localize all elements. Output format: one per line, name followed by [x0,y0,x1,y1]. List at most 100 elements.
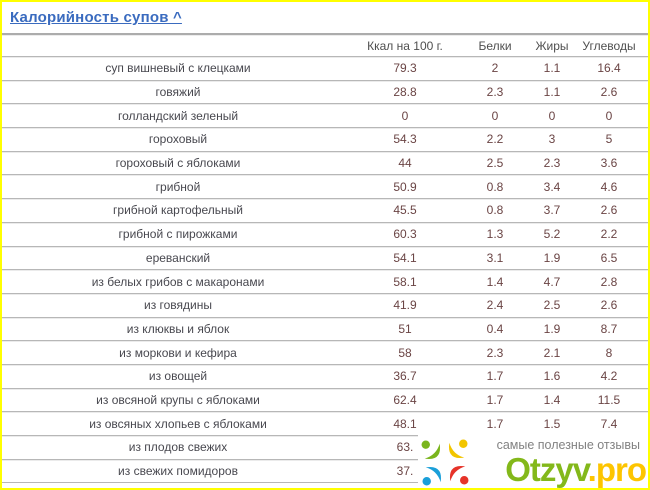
logo-figure-green [421,440,441,459]
row-kcal-cell: 37. [396,464,414,479]
row-protein-cell: 1.7 [486,369,504,384]
row-kcal-cell: 51 [398,321,412,336]
row-kcal-cell: 54.3 [393,132,417,147]
table-row: из клюквы и яблок 51 0.4 1.9 8.7 [2,316,648,341]
table-row: из белых грибов с макаронами 58.1 1.4 4.… [2,269,648,293]
row-protein-cell: 0 [491,108,499,123]
row-protein-cell: 1.7 [486,392,504,407]
row-kcal-cell: 58 [398,345,412,360]
row-name-cell: из моркови и кефира [119,345,237,360]
row-carbs-cell: 16.4 [597,61,621,76]
table-body: суп вишневый с клецками 79.3 2 1.1 16.4 … [2,56,648,484]
row-carbs-cell: 4.2 [600,369,618,384]
row-name-cell: гороховый [148,132,208,147]
row-name-cell: ереванский [145,250,211,265]
row-protein-cell: 0.4 [486,321,504,336]
row-protein-cell: 2.5 [486,156,504,171]
table-row: гороховый с яблоками 44 2.5 2.3 3.6 [2,150,648,175]
table-row: говяжий 28.8 2.3 1.1 2.6 [2,79,648,104]
row-kcal-cell: 0 [401,108,409,123]
row-kcal-cell: 54.1 [393,250,417,265]
row-fat-cell: 2.5 [543,298,561,313]
row-fat-cell: 1.1 [543,85,561,100]
row-carbs-cell: 0 [605,108,613,123]
row-protein-cell: 2.4 [486,298,504,313]
table-row: грибной картофельный 45.5 0.8 3.7 2.6 [2,198,648,222]
row-carbs-cell: 3.6 [600,156,618,171]
row-name-cell: суп вишневый с клецками [105,61,251,76]
table-row: из моркови и кефира 58 2.3 2.1 8 [2,340,648,364]
row-name-cell: голландский зеленый [117,108,239,123]
table-row: из плодов свежих 63. [2,435,648,459]
otzyv-logo-icon [421,439,469,486]
header-cell-carbs: Углеводы [582,38,636,53]
row-fat-cell: 1.1 [543,61,561,76]
row-protein-cell: 1.3 [486,227,504,242]
row-carbs-cell: 5 [605,132,613,147]
row-protein-cell: 2.3 [486,85,504,100]
logo-figure-yellow [448,439,468,459]
table-row: суп вишневый с клецками 79.3 2 1.1 16.4 [2,56,648,80]
row-fat-cell: 3.7 [543,203,561,218]
row-protein-cell: 3.1 [486,250,504,265]
row-carbs-cell: 8.7 [600,321,618,336]
row-name-cell: гороховый с яблоками [115,156,241,171]
logo-figure-red [449,465,469,485]
row-kcal-cell: 44 [398,156,412,171]
row-name-cell: из свежих помидоров [118,464,238,479]
row-fat-cell: 0 [548,108,556,123]
row-fat-cell: 1.9 [543,321,561,336]
row-name-cell: из овсяных хлопьев с яблоками [89,416,267,431]
row-kcal-cell: 79.3 [393,61,417,76]
row-name-cell: грибной с пирожками [118,227,238,242]
row-name-cell: грибной [155,179,201,194]
row-fat-cell: 2.1 [543,345,561,360]
table-row: из овсяной крупы с яблоками 62.4 1.7 1.4… [2,387,648,412]
watermark-text-block: самые полезные отзывы Otzyv.pro [474,438,648,488]
table-row: голландский зеленый 0 0 0 0 [2,103,648,127]
header-cell-fat: Жиры [535,38,569,53]
row-carbs-cell: 4.6 [600,179,618,194]
row-protein-cell: 0.8 [486,179,504,194]
row-carbs-cell: 2.6 [600,203,618,218]
row-protein-cell: 2 [491,61,499,76]
row-name-cell: говяжий [155,85,201,100]
header-cell-protein: Белки [478,38,512,53]
row-name-cell: из овсяной крупы с яблоками [96,392,260,407]
row-name-cell: грибной картофельный [113,203,243,218]
row-fat-cell: 2.3 [543,156,561,171]
row-kcal-cell: 50.9 [393,179,417,194]
row-kcal-cell: 36.7 [393,369,417,384]
row-fat-cell: 1.5 [543,416,561,431]
row-name-cell: из плодов свежих [128,440,228,455]
row-protein-cell: 1.4 [486,274,504,289]
watermark-tagline: самые полезные отзывы [496,438,640,452]
row-kcal-cell: 28.8 [393,85,417,100]
row-kcal-cell: 48.1 [393,416,417,431]
table-row: из свежих помидоров 37. [2,458,648,483]
row-carbs-cell: 2.6 [600,85,618,100]
row-protein-cell: 0.8 [486,203,504,218]
page-header: Калорийность супов ^ [2,2,648,33]
row-fat-cell: 3.4 [543,179,561,194]
header-cell-kcal: Ккал на 100 г. [367,38,443,53]
row-carbs-cell: 2.8 [600,274,618,289]
table-row: грибной с пирожками 60.3 1.3 5.2 2.2 [2,221,648,246]
row-kcal-cell: 63. [396,440,414,455]
row-kcal-cell: 58.1 [393,274,417,289]
otzyv-watermark: самые полезные отзывы Otzyv.pro [418,433,648,488]
calorie-table: Ккал на 100 г. Белки Жиры Углеводы суп в… [2,35,648,484]
title-rule [2,33,648,35]
brand-pro: .pro [587,451,647,488]
row-fat-cell: 1.9 [543,250,561,265]
row-kcal-cell: 45.5 [393,203,417,218]
page-title-link[interactable]: Калорийность супов ^ [10,9,182,26]
logo-figure-blue [422,466,442,486]
row-name-cell: из клюквы и яблок [126,321,230,336]
row-kcal-cell: 60.3 [393,227,417,242]
row-carbs-cell: 2.6 [600,298,618,313]
table-row: гороховый 54.3 2.2 3 5 [2,127,648,151]
table-header-row: Ккал на 100 г. Белки Жиры Углеводы [2,35,648,56]
row-fat-cell: 5.2 [543,227,561,242]
